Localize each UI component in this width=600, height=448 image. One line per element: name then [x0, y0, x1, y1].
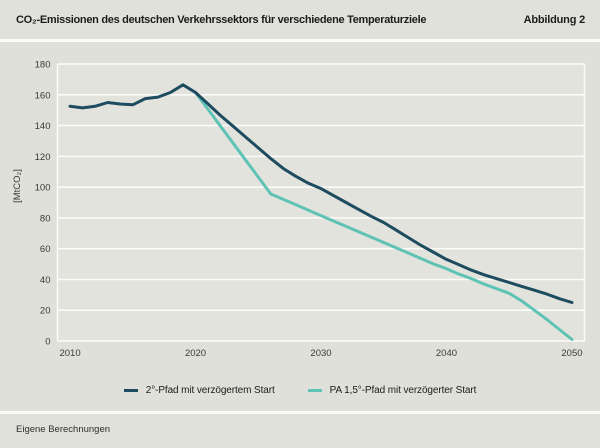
svg-text:2040: 2040: [436, 348, 457, 359]
svg-text:160: 160: [35, 90, 51, 101]
legend-swatch-2deg-icon: [123, 389, 138, 392]
svg-text:120: 120: [35, 152, 51, 163]
legend-swatch-15deg-icon: [307, 389, 322, 392]
svg-text:2020: 2020: [185, 348, 206, 359]
svg-text:2010: 2010: [59, 348, 80, 359]
svg-text:40: 40: [40, 275, 51, 286]
legend-item-2deg-pfad: 2°-Pfad mit verzögertem Start: [123, 385, 275, 396]
legend-item-15deg-pfad: PA 1,5°-Pfad mit verzögerter Start: [307, 385, 477, 396]
svg-text:2030: 2030: [310, 348, 331, 359]
chart-legend: 2°-Pfad mit verzögertem Start PA 1,5°-Pf…: [0, 385, 600, 396]
figure-title: CO₂-Emissionen des deutschen Verkehrssek…: [16, 13, 427, 26]
svg-text:20: 20: [40, 306, 51, 317]
legend-label-15deg: PA 1,5°-Pfad mit verzögerter Start: [329, 385, 477, 396]
svg-text:180: 180: [35, 60, 51, 71]
y-axis-label: [MtCO₂]: [12, 169, 23, 203]
svg-text:2050: 2050: [561, 348, 582, 359]
header-separator: [0, 39, 600, 42]
svg-text:100: 100: [35, 183, 51, 194]
legend-label-2deg: 2°-Pfad mit verzögertem Start: [145, 385, 275, 396]
svg-text:80: 80: [40, 213, 51, 224]
svg-text:0: 0: [45, 337, 50, 348]
svg-text:140: 140: [35, 121, 51, 132]
figure-header: CO₂-Emissionen des deutschen Verkehrssek…: [0, 0, 600, 39]
svg-text:60: 60: [40, 244, 51, 255]
source-note: Eigene Berechnungen: [16, 424, 111, 435]
figure-number: Abbildung 2: [523, 13, 586, 26]
footer-separator: [0, 411, 600, 414]
